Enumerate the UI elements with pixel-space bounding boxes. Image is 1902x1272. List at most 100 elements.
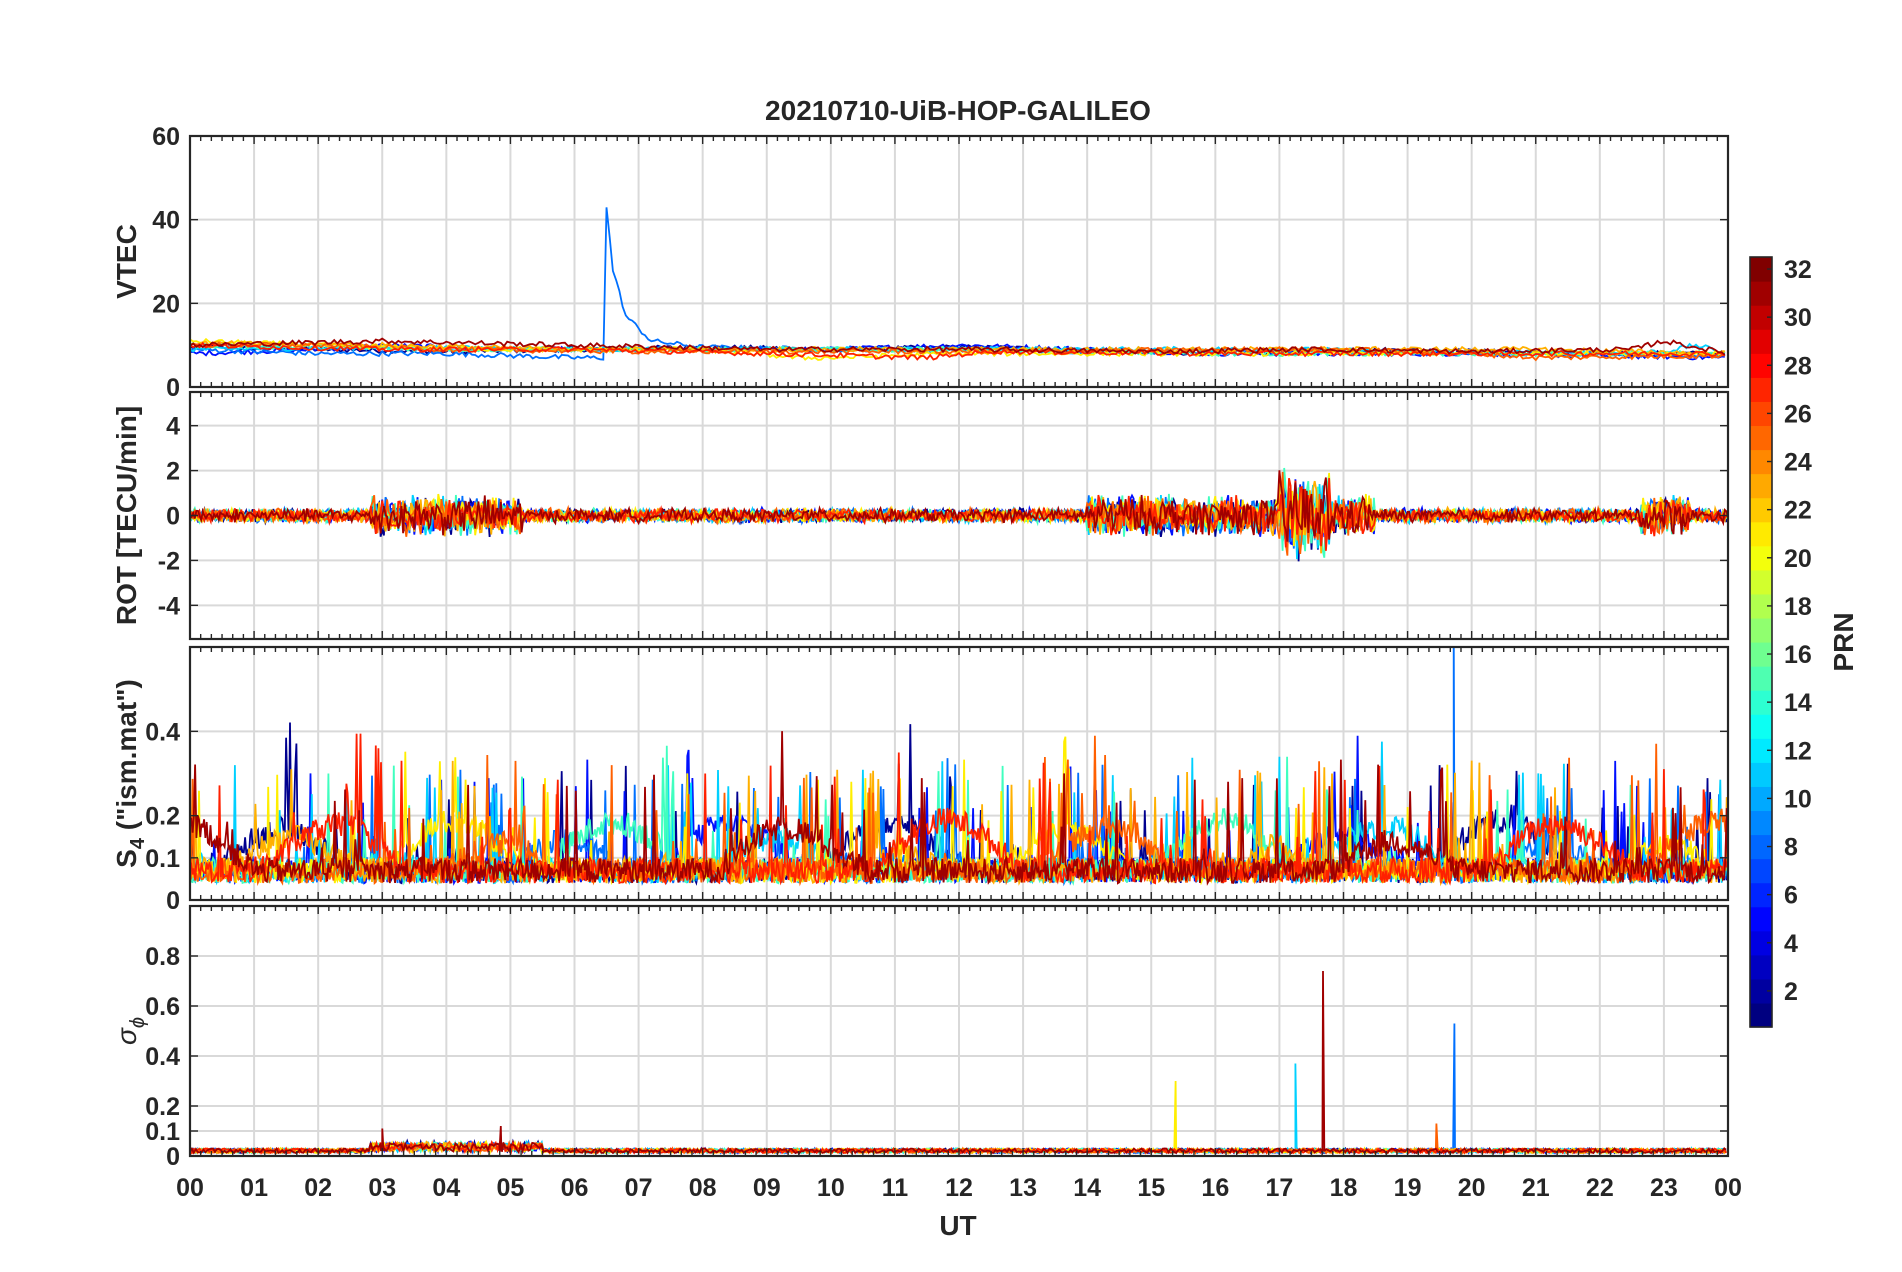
colorbar-swatch — [1750, 521, 1772, 547]
colorbar-swatch — [1750, 401, 1772, 427]
x-tick-label: 22 — [1586, 1174, 1614, 1202]
chart-title: 20210710-UiB-HOP-GALILEO — [765, 95, 1151, 126]
x-tick-label: 23 — [1650, 1174, 1678, 1202]
x-tick-label: 00 — [1714, 1174, 1742, 1202]
x-tick-label: 16 — [1201, 1174, 1229, 1202]
x-tick-label: 03 — [368, 1174, 396, 1202]
y-axis-label-vtec: VTEC — [111, 224, 142, 299]
x-tick-label: 17 — [1266, 1174, 1294, 1202]
colorbar-label: PRN — [1828, 612, 1859, 671]
y-axis-label-s4: S4 ("ism.mat") — [111, 679, 149, 868]
y-tick-label-s4: 0.1 — [145, 845, 180, 873]
colorbar-tick-label: 10 — [1784, 785, 1812, 813]
colorbar-swatch — [1750, 449, 1772, 475]
colorbar-swatch — [1750, 497, 1772, 523]
x-tick-label: 05 — [497, 1174, 525, 1202]
y-tick-label-rot: 2 — [166, 458, 180, 486]
x-tick-label: 07 — [625, 1174, 653, 1202]
colorbar-swatch — [1750, 834, 1772, 860]
y-tick-label-rot: 0 — [166, 503, 180, 531]
x-tick-label: 01 — [240, 1174, 268, 1202]
x-tick-label: 20 — [1458, 1174, 1486, 1202]
y-tick-label-sigma: 0.4 — [145, 1043, 180, 1071]
x-tick-label: 13 — [1009, 1174, 1037, 1202]
y-label-subscript: 4 — [127, 837, 149, 849]
series-line-prn-31-sigma — [190, 970, 1727, 1155]
x-tick-label: 12 — [945, 1174, 973, 1202]
y-tick-label-sigma: 0.6 — [145, 993, 180, 1021]
y-label-main: σ — [111, 1027, 142, 1045]
x-tick-label: 06 — [561, 1174, 589, 1202]
y-tick-label-s4: 0.4 — [145, 718, 180, 746]
colorbar-tick-label: 16 — [1784, 641, 1812, 669]
x-ticks-sigma — [189, 906, 1729, 1156]
colorbar-swatch — [1750, 906, 1772, 932]
colorbar-swatch — [1750, 617, 1772, 643]
colorbar-tick-label: 4 — [1784, 930, 1798, 958]
y-tick-label-rot: 4 — [166, 413, 180, 441]
colorbar-swatch — [1750, 642, 1772, 667]
colorbar-swatch — [1750, 714, 1772, 739]
colorbar-tick-label: 14 — [1784, 689, 1812, 717]
panel-sigma: 00.10.2 0.4 0.6 0.8 σϕ — [111, 904, 1730, 1171]
colorbar-swatch — [1750, 545, 1772, 571]
colorbar-tick-label: 20 — [1784, 545, 1812, 573]
colorbar-swatch — [1750, 329, 1772, 354]
grid-sigma — [190, 906, 1728, 1156]
colorbar-swatch — [1750, 257, 1772, 282]
y-axis-label-rot: ROT [TECU/min] — [111, 406, 142, 625]
colorbar-swatch — [1750, 882, 1772, 908]
colorbar-swatch — [1750, 305, 1772, 330]
colorbar-swatch — [1750, 281, 1772, 306]
colorbar-swatch — [1750, 738, 1772, 763]
colorbar-tick-label: 28 — [1784, 352, 1812, 380]
colorbar-tick-label: 24 — [1784, 449, 1812, 477]
series-group-s4 — [190, 647, 1728, 887]
panel-s4: 0 0.1 0.2 0.4S4 ("ism.mat") — [111, 645, 1730, 915]
x-tick-label: 11 — [882, 1174, 909, 1202]
series-group-rot — [190, 467, 1728, 562]
y-tick-label-s4: 0.2 — [145, 803, 180, 831]
colorbar-swatch — [1750, 666, 1772, 691]
colorbar-swatch — [1750, 1002, 1772, 1028]
y-tick-label-vtec: 40 — [152, 207, 180, 235]
series-line-prn-31-vtec — [190, 337, 1726, 356]
colorbar-tick-label: 22 — [1784, 497, 1812, 525]
colorbar-swatch — [1750, 473, 1772, 499]
colorbar-swatch — [1750, 690, 1772, 715]
colorbar-tick-label: 2 — [1784, 978, 1798, 1006]
x-tick-label: 00 — [176, 1174, 204, 1202]
x-tick-label: 21 — [1522, 1174, 1550, 1202]
grid-vtec — [190, 136, 1728, 387]
x-tick-label: 14 — [1073, 1174, 1101, 1202]
x-tick-label: 09 — [753, 1174, 781, 1202]
colorbar-swatch — [1750, 569, 1772, 595]
y-tick-label-sigma: 0 — [166, 1143, 180, 1171]
y-tick-label-rot: -2 — [158, 547, 180, 575]
colorbar-swatch — [1750, 858, 1772, 884]
panel-rot: -4 -2 0 2 4 ROT [TECU/min] — [111, 390, 1730, 641]
y-tick-label-sigma: 0.2 — [145, 1093, 180, 1121]
x-ticks-vtec — [189, 136, 1729, 387]
y-tick-label-s4: 0 — [166, 887, 180, 915]
colorbar-tick-label: 18 — [1784, 593, 1812, 621]
colorbar-frame — [1749, 256, 1773, 1028]
y-tick-label-vtec: 0 — [166, 374, 180, 402]
x-ticks-s4 — [189, 647, 1729, 900]
x-tick-label: 02 — [304, 1174, 332, 1202]
x-axis-tick-labels: 00 01 02 03 04 05 06 07 08 09 10 11 12 13 14 15 16 17 18 19… — [176, 1174, 1742, 1202]
x-tick-label: 04 — [432, 1174, 460, 1202]
colorbar-swatch — [1750, 786, 1772, 812]
colorbar-tick-label: 12 — [1784, 737, 1812, 765]
y-label-main: S — [111, 849, 142, 868]
colorbar-swatch — [1750, 978, 1772, 1004]
colorbar-swatch — [1750, 954, 1772, 980]
series-group-vtec — [190, 207, 1726, 362]
panel-vtec: 0 20 40 60 VTEC — [111, 123, 1730, 402]
y-tick-label-vtec: 20 — [152, 290, 180, 318]
y-label-subscript: ϕ — [127, 1017, 149, 1028]
